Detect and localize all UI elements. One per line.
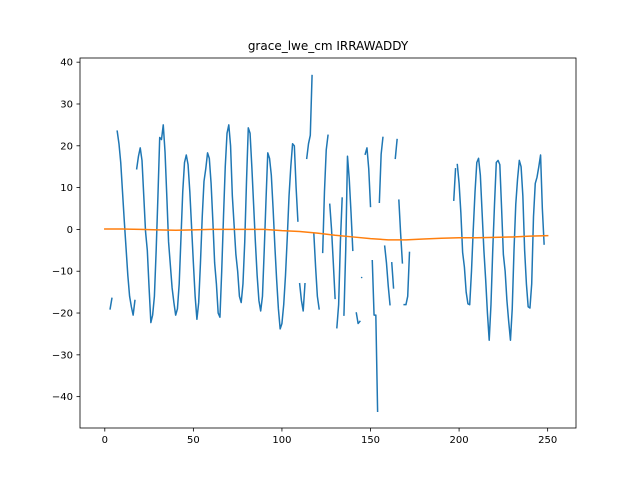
series-1-line-segment-17 — [390, 262, 395, 289]
y-tick-label: −10 — [52, 267, 73, 278]
series-1-line-segment-16 — [383, 245, 391, 306]
y-tick-label: 10 — [60, 183, 73, 194]
series-1-line-segment-7 — [321, 134, 329, 254]
series-1-line-segment-8 — [328, 203, 336, 300]
y-tick-label: −30 — [52, 350, 73, 361]
series-1-line-segment-1 — [109, 297, 113, 310]
x-tick-label: 200 — [450, 435, 469, 446]
y-tick-label: −40 — [52, 392, 73, 403]
series-1-line-segment-18 — [394, 138, 398, 160]
y-tick-label: −20 — [52, 309, 73, 320]
series-1-line-segment-19 — [398, 199, 404, 264]
x-axis: 0 50 100 150 200 250 — [102, 428, 557, 446]
series-1-line-segment-20 — [403, 251, 411, 306]
series-1-line-segment-22 — [456, 154, 545, 341]
x-tick-label: 50 — [187, 435, 200, 446]
series-1-line-segment-9 — [336, 197, 343, 329]
series-1-line-segment-11 — [355, 312, 361, 325]
chart-title: grace_lwe_cm IRRAWADDY — [248, 39, 409, 53]
x-tick-label: 0 — [102, 435, 108, 446]
series-1-line-segment-2 — [116, 130, 136, 316]
series-1-line-segment-13 — [364, 147, 372, 208]
y-tick-label: 0 — [67, 225, 73, 236]
axes-frame — [79, 57, 577, 429]
y-tick-label: 30 — [60, 99, 73, 110]
series-1-line-segment-21 — [452, 167, 457, 201]
x-tick-label: 150 — [361, 435, 380, 446]
series-1-point — [360, 276, 363, 279]
series-1-line-segment-6 — [313, 232, 320, 310]
series-2-line — [104, 228, 549, 241]
series-1-line-segment-15 — [378, 136, 384, 204]
plot-area — [104, 74, 549, 413]
x-tick-label: 250 — [538, 435, 557, 446]
series-1-line-segment-10 — [343, 155, 354, 316]
y-axis: −40 −30 −20 −10 0 10 20 30 40 — [52, 58, 80, 403]
series-1-line-segment-14 — [371, 259, 379, 413]
series-1-line-segment-4 — [298, 282, 306, 312]
series-1-line-segment-5 — [305, 74, 313, 160]
y-tick-label: 40 — [60, 58, 73, 69]
y-tick-label: 20 — [60, 141, 73, 152]
series-1-line-segment-3 — [135, 124, 299, 330]
x-tick-label: 100 — [272, 435, 291, 446]
